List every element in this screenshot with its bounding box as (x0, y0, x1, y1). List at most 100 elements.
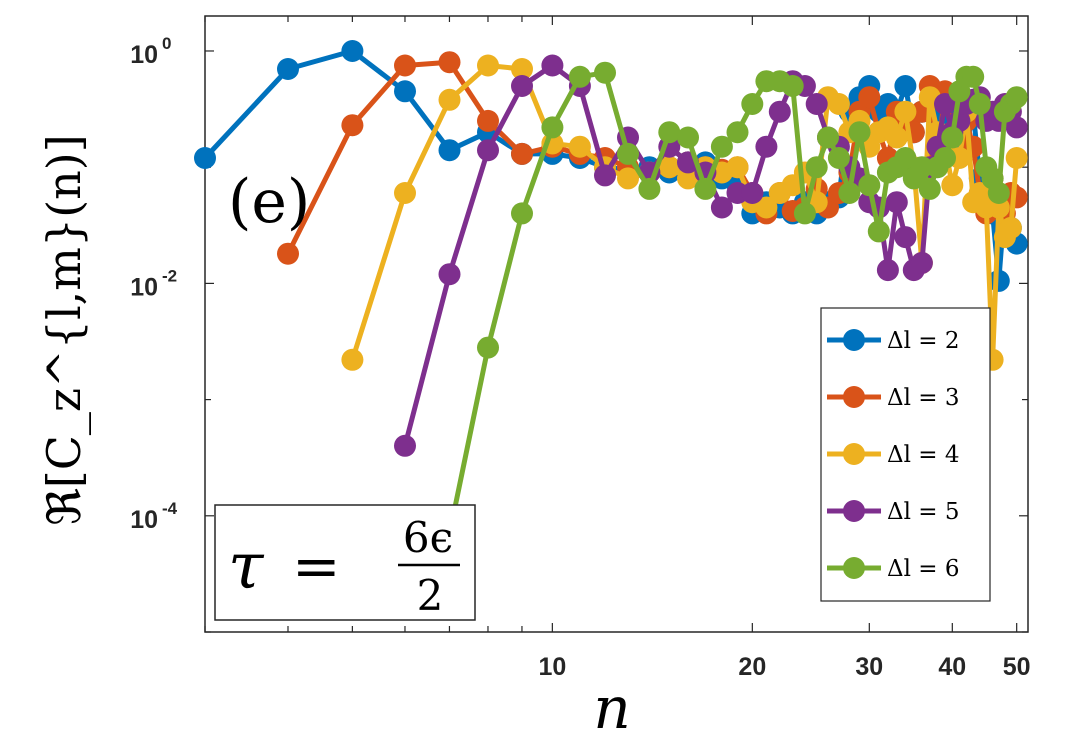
x-tick-labels: 10 20 30 40 50 (538, 653, 1030, 681)
data-point (658, 121, 681, 144)
data-point (838, 182, 861, 204)
legend-label: Δl = 3 (887, 385, 960, 411)
data-point (568, 135, 591, 158)
data-point (805, 93, 828, 115)
y-tick-label-exponent: -4 (162, 499, 178, 518)
data-point (910, 156, 933, 179)
data-point (277, 58, 299, 80)
data-point (918, 177, 941, 200)
legend-label: Δl = 5 (887, 499, 960, 525)
y-tick-label: 10 (130, 41, 158, 69)
data-point (710, 196, 733, 219)
x-tick-label: 30 (855, 653, 883, 681)
data-point (1005, 86, 1028, 109)
data-point (934, 93, 956, 115)
series-layer (194, 40, 1028, 545)
legend-entry: Δl = 2 (827, 328, 960, 354)
legend-marker (843, 329, 865, 351)
legend-entry: Δl = 6 (827, 556, 960, 582)
panel-label: (e) (228, 167, 310, 237)
data-point (941, 174, 964, 197)
legend-marker (843, 443, 865, 465)
data-point (910, 251, 933, 274)
data-point (726, 121, 749, 144)
data-point (594, 61, 616, 84)
data-point (987, 182, 1010, 204)
x-tick-label: 10 (538, 653, 566, 681)
legend-entry: Δl = 5 (827, 499, 960, 525)
data-point (968, 93, 991, 115)
data-point (438, 51, 461, 74)
annotation-tau: τ (228, 530, 265, 604)
data-point (999, 216, 1022, 239)
legend-entry: Δl = 3 (827, 385, 960, 411)
data-point (962, 65, 985, 88)
data-point (793, 202, 816, 225)
annotation-numerator: 6ϵ (403, 513, 453, 562)
data-point (768, 100, 791, 123)
series-5 (438, 61, 1028, 545)
data-point (885, 191, 908, 214)
tau-annotation: τ = 6ϵ 2 (214, 504, 476, 621)
data-point (541, 116, 564, 139)
data-point (885, 126, 908, 149)
data-point (755, 196, 778, 219)
data-point (894, 147, 917, 169)
data-point (477, 109, 499, 132)
axis-ticks (204, 16, 1028, 633)
annotation-equals: = (292, 532, 341, 600)
data-point (477, 139, 499, 162)
data-point (341, 40, 364, 62)
data-point (277, 242, 299, 265)
data-point (817, 126, 839, 149)
data-point (194, 147, 216, 169)
data-point (894, 100, 917, 123)
data-point (858, 86, 881, 109)
data-point (677, 126, 699, 149)
data-point (827, 147, 850, 169)
data-point (341, 348, 364, 371)
y-tick-label: 10 (130, 273, 158, 301)
data-point (511, 202, 533, 225)
data-point (394, 54, 416, 77)
data-point (1005, 116, 1028, 139)
y-tick-label-exponent: -2 (162, 266, 177, 285)
y-tick-label-exponent: 0 (162, 34, 171, 53)
legend-label: Δl = 6 (887, 556, 960, 582)
data-point (438, 88, 461, 111)
x-tick-label: 20 (738, 653, 766, 681)
data-point (710, 135, 733, 158)
data-point (341, 114, 364, 137)
legend-entry: Δl = 4 (827, 442, 960, 468)
y-axis-label: ℜ[C_z^{l,m}(n)] (37, 134, 91, 525)
data-point (876, 259, 899, 282)
data-point (741, 182, 764, 204)
data-point (741, 93, 764, 115)
data-point (1005, 147, 1028, 169)
x-axis-label: n (593, 674, 630, 742)
annotation-denominator: 2 (417, 571, 444, 620)
data-point (694, 177, 717, 200)
data-point (617, 142, 639, 165)
data-point (827, 93, 850, 115)
data-point (394, 182, 416, 204)
data-point (805, 156, 828, 179)
data-point (394, 434, 416, 457)
data-point (941, 126, 964, 149)
data-point (755, 135, 778, 158)
data-point (438, 139, 461, 162)
legend-label: Δl = 2 (887, 328, 960, 354)
data-point (438, 263, 461, 286)
data-point (638, 177, 661, 200)
y-axis-label-group: ℜ[C_z^{l,m}(n)] (37, 134, 91, 525)
data-point (658, 156, 681, 179)
data-point (477, 336, 499, 359)
legend-label: Δl = 4 (887, 442, 960, 468)
data-point (894, 226, 917, 249)
annotation-box (214, 504, 476, 621)
data-point (726, 156, 749, 179)
data-point (568, 65, 591, 88)
y-tick-label: 10 (130, 506, 158, 534)
